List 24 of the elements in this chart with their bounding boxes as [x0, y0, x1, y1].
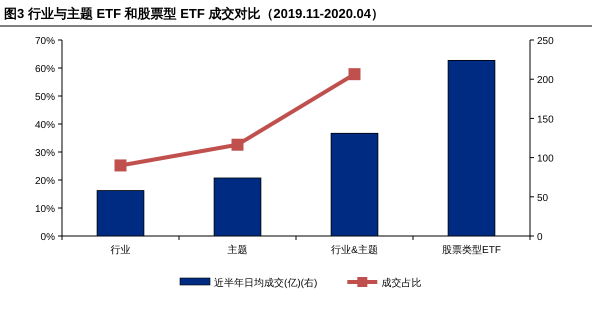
y-tick-label: 30%: [34, 148, 56, 159]
y-tick-label: 50%: [34, 92, 56, 103]
y-tick-label: 20%: [34, 176, 56, 187]
point: [114, 159, 126, 172]
x-tick-label: 行业: [110, 244, 130, 256]
y2-tick-label: 200: [537, 75, 554, 86]
x-tick-label: 主题: [228, 244, 248, 256]
y2-tick-label: 250: [537, 36, 554, 47]
y2-tick-label: 50: [537, 192, 549, 204]
x-tick-label: 行业&主题: [331, 244, 378, 256]
y-tick-label: 60%: [34, 64, 56, 75]
x-tick-label: 股票类型ETF: [442, 244, 501, 256]
y2-tick-label: 0: [537, 232, 543, 243]
point: [348, 68, 360, 80]
point: [232, 138, 244, 151]
y-tick-label: 40%: [34, 120, 56, 131]
y2-tick-label: 150: [537, 114, 554, 126]
legend-label: 成交占比: [381, 277, 422, 289]
y-tick-label: 70%: [34, 36, 56, 47]
y-tick-label: 0%: [40, 232, 56, 243]
legend-label: 近半年日均成交(亿)(右): [214, 277, 318, 289]
chart-title: 图3 行业与主题 ETF 和股票型 ETF 成交对比（2019.11-2020.04）: [4, 6, 384, 21]
y2-tick-label: 100: [537, 154, 554, 165]
y-tick-label: 10%: [34, 204, 56, 215]
